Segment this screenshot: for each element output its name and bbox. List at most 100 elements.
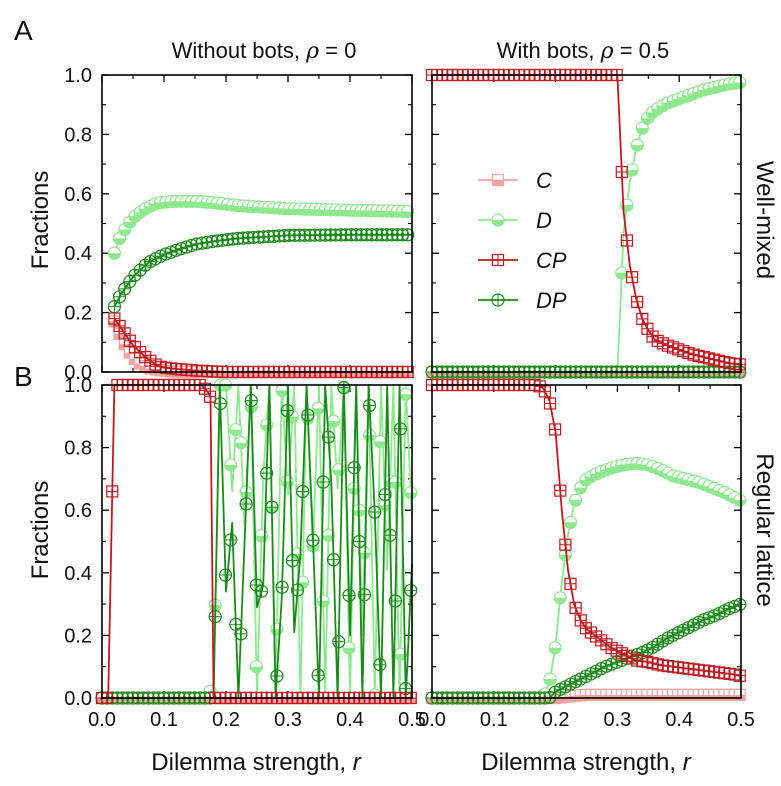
data-point-d-fill (219, 385, 232, 392)
data-point-d-fill (631, 145, 644, 152)
column-title-left-suffix: = 0 (319, 38, 356, 63)
data-point-d-fill (543, 678, 556, 685)
plot-frame (431, 384, 742, 699)
series-line-d (432, 462, 742, 699)
data-point-dp-cross (389, 594, 402, 607)
data-point-d-fill (363, 435, 376, 442)
series-line-dp (113, 233, 412, 308)
x-tick-label: 0.2 (212, 709, 240, 731)
data-point-cp-cross (631, 296, 643, 308)
data-point-dp-cross (322, 431, 335, 444)
data-point-d-fill (123, 222, 136, 229)
chart-panel-a-left: 0.0 0.2 0.4 0.6 0.8 1.0 (64, 65, 415, 384)
data-point-dp-cross (373, 658, 386, 671)
y-tick-label: 0.8 (64, 124, 92, 146)
data-point-cp-cross (734, 358, 746, 370)
column-title-right-symbol: ρ (600, 39, 614, 64)
data-point-d-fill (118, 229, 131, 236)
plot-frame (101, 74, 413, 373)
data-point-d-fill (559, 554, 572, 561)
data-point-d-fill (636, 128, 649, 135)
x-tick-label: 0.0 (418, 709, 446, 731)
chart-panel-b-right: 0.0 0.1 0.2 0.3 0.4 0.5 (418, 378, 755, 731)
column-title-left-symbol: ρ (305, 39, 319, 64)
data-point-d-fill (270, 629, 283, 636)
x-tick-label: 0.3 (603, 709, 631, 731)
series-d (107, 194, 415, 260)
data-point-d-fill (549, 647, 562, 654)
xlabel-right: Dilemma strength, r (481, 749, 691, 776)
x-tick-label: 0.1 (480, 709, 508, 731)
data-point-d-fill (108, 253, 121, 260)
y-tick-label: 0.0 (64, 688, 92, 710)
data-point-d-fill (404, 492, 417, 499)
data-point-dp-cross (348, 461, 361, 474)
data-point-cp-cross (616, 166, 628, 178)
series-dp (107, 228, 415, 314)
data-point-d-fill (626, 169, 639, 176)
data-point-d-fill (373, 441, 386, 448)
series-line-cp (102, 384, 412, 699)
legend-marker-cp-cross (492, 254, 504, 266)
data-point-dp-cross (343, 589, 356, 602)
plot-frame (101, 384, 413, 699)
data-point-dp-cross (134, 264, 147, 277)
data-point-dp-cross (265, 501, 278, 514)
data-point-dp-cross (224, 533, 237, 546)
legend-label-cp: CP (536, 248, 567, 273)
xlabel-right-symbol: r (683, 749, 692, 776)
legend-marker-c-fill (492, 180, 504, 186)
column-title-left-prefix: Without bots, (172, 38, 307, 63)
x-tick-label: 0.1 (150, 709, 178, 731)
y-tick-label: 0.4 (64, 563, 92, 585)
ylabel-bottom: Fractions (27, 481, 54, 580)
row-title-well-mixed: Well-mixed (751, 161, 778, 279)
y-tick-label: 0.0 (64, 362, 92, 384)
chart-panel-b-left: 0.0 0.1 0.2 0.3 0.4 0.5 0.0 0.2 0.4 0.6 0.8 1.0 (64, 375, 426, 731)
x-tick-label: 0.4 (336, 709, 364, 731)
legend: CD CP DP (478, 168, 567, 313)
data-point-d-fill (615, 272, 628, 279)
y-tick-label: 1.0 (64, 65, 92, 87)
data-point-cp-cross (564, 578, 576, 590)
x-tick-label: 0.2 (542, 709, 570, 731)
plot-frame (431, 74, 742, 373)
data-point-dp-cross (260, 467, 273, 480)
y-tick-label: 1.0 (64, 375, 92, 397)
x-tick-label: 0.5 (727, 709, 755, 731)
column-title-left: Without bots, ρ = 0 (172, 38, 357, 64)
data-point-dp-cross (234, 627, 247, 640)
panel-label-b: B (14, 361, 33, 392)
data-point-d-fill (312, 408, 325, 415)
data-point-dp-cross (286, 554, 299, 567)
data-point-cp-cross (734, 670, 746, 682)
x-tick-label: 0.0 (88, 709, 116, 731)
data-point-dp-cross (306, 534, 319, 547)
data-point-dp-cross (379, 488, 392, 501)
data-point-dp-cross (317, 476, 330, 489)
y-tick-label: 0.2 (64, 625, 92, 647)
data-point-cp-cross (621, 234, 633, 246)
data-point-d-fill (250, 666, 263, 673)
xlabel-left-symbol: r (353, 749, 362, 776)
data-point-dp-cross (291, 584, 304, 597)
data-point-dp-cross (245, 394, 258, 407)
column-title-right-suffix: = 0.5 (614, 38, 670, 63)
data-point-d-fill (733, 82, 746, 89)
series-cp (425, 68, 746, 371)
row-title-regular-lattice: Regular lattice (751, 453, 778, 606)
data-point-d-fill (322, 535, 335, 542)
series-d (425, 75, 747, 379)
legend-marker-d-fill (492, 220, 504, 226)
y-tick-label: 0.2 (64, 303, 92, 325)
y-tick-label: 0.6 (64, 184, 92, 206)
data-point-cp-cross (549, 423, 561, 435)
ylabel-top: Fractions (27, 171, 54, 270)
data-point-cp-cross (204, 391, 216, 403)
data-point-dp-cross (312, 669, 325, 682)
data-point-dp-cross (358, 588, 371, 601)
data-point-dp-cross (337, 381, 350, 394)
data-point-dp-cross (128, 269, 141, 282)
